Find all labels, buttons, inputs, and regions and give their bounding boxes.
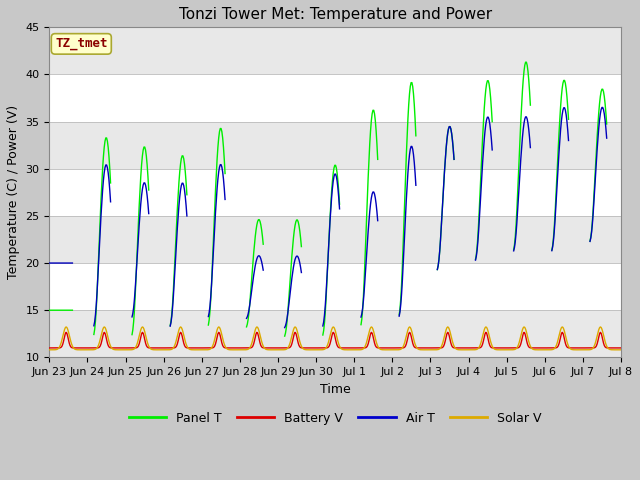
X-axis label: Time: Time — [320, 383, 351, 396]
Text: TZ_tmet: TZ_tmet — [55, 37, 108, 50]
Bar — [49, 216, 621, 263]
Legend: Panel T, Battery V, Air T, Solar V: Panel T, Battery V, Air T, Solar V — [124, 407, 547, 430]
Bar — [49, 310, 621, 357]
Bar — [49, 121, 621, 169]
Bar — [49, 27, 621, 74]
Y-axis label: Temperature (C) / Power (V): Temperature (C) / Power (V) — [7, 105, 20, 279]
Title: Tonzi Tower Met: Temperature and Power: Tonzi Tower Met: Temperature and Power — [179, 7, 492, 22]
